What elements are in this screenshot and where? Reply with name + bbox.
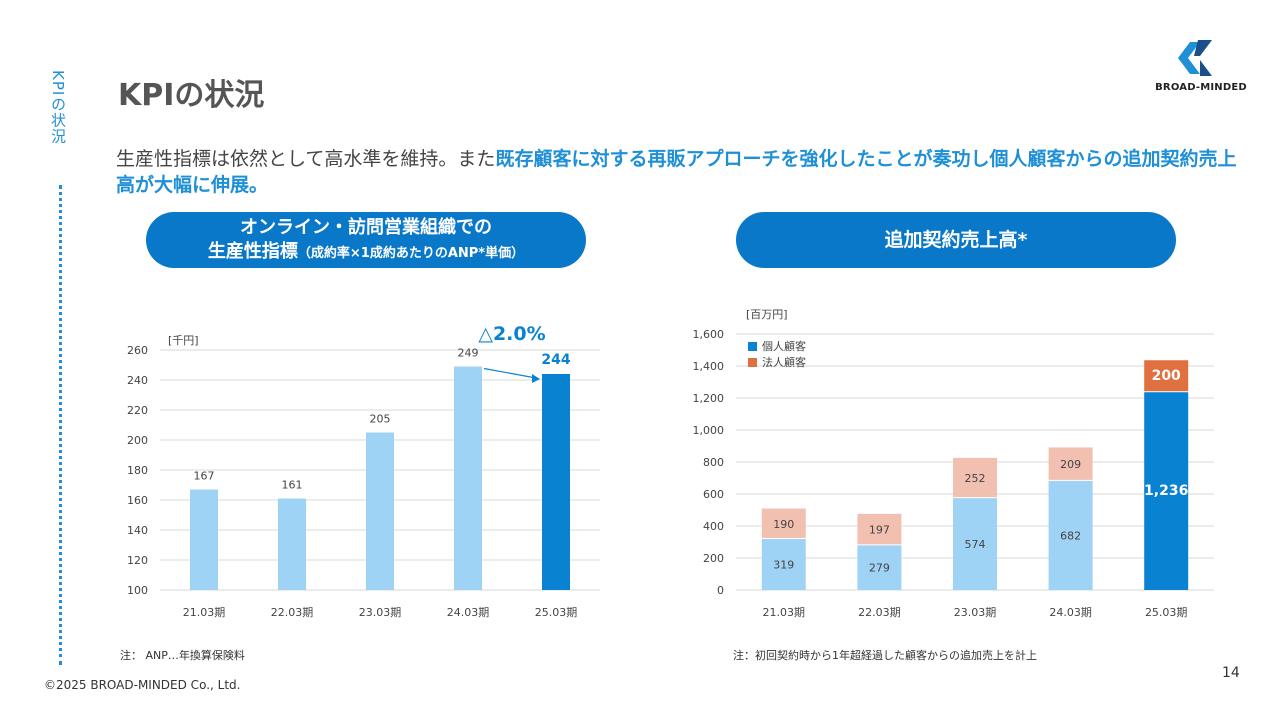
- lead-highlight: 既存顧客に対する再販アプローチを強化したことが奏功し個人顧客からの追加契約売上高…: [116, 148, 1237, 196]
- y-tick-label: 180: [127, 464, 148, 477]
- productivity-bar-chart: 100 120 140 160 180 200 220 240 260 [千円] 167 21.03期…: [127, 323, 600, 619]
- page-number: 14: [1222, 665, 1240, 681]
- x-tick-label: 24.03期: [447, 606, 490, 619]
- y-tick-label: 400: [703, 520, 724, 533]
- y-tick-label: 260: [127, 344, 148, 357]
- copyright: ©2025 BROAD-MINDED Co., Ltd.: [44, 678, 241, 692]
- lead-plain: 生産性指標は依然として高水準を維持。また: [116, 148, 496, 170]
- bar: [278, 498, 306, 590]
- productivity-header-pill: オンライン・訪問営業組織での 生産性指標（成約率×1成約あたりのANP*単価）: [146, 212, 586, 268]
- y-tick-label: 140: [127, 524, 148, 537]
- bar-value-label: 190: [773, 518, 794, 531]
- productivity-header-main: 生産性指標: [207, 241, 298, 262]
- x-tick-label: 21.03期: [183, 606, 226, 619]
- bar-value-label: 682: [1060, 529, 1081, 542]
- y-tick-label: 100: [127, 584, 148, 597]
- bar-corporate: [953, 457, 997, 498]
- bar-value-label: 252: [965, 472, 986, 485]
- legend-swatch: [748, 358, 757, 367]
- y-tick-label: 1,200: [693, 392, 725, 405]
- page-title: KPIの状況: [118, 78, 265, 113]
- logo-text: BROAD-MINDED: [1155, 82, 1247, 93]
- bar: [542, 374, 570, 590]
- bar-value-label: 249: [458, 347, 479, 360]
- productivity-header-line2: 生産性指標（成約率×1成約あたりのANP*単価）: [146, 240, 586, 266]
- bar-value-label: 205: [370, 413, 391, 426]
- bar-individual: [953, 498, 997, 590]
- y-unit-label: [百万円]: [746, 308, 788, 321]
- productivity-header-sub: （成約率×1成約あたりのANP*単価）: [297, 246, 525, 261]
- change-annotation: △2.0%: [478, 323, 545, 345]
- bar-value-label: 1,236: [1144, 483, 1188, 499]
- bar-value-label: 200: [1152, 368, 1181, 384]
- bar-value-label: 574: [965, 538, 986, 551]
- x-tick-label: 25.03期: [1145, 606, 1188, 619]
- y-tick-label: 120: [127, 554, 148, 567]
- bar-value-label: 319: [773, 558, 794, 571]
- bar-value-label: 279: [869, 562, 890, 575]
- y-tick-label: 1,400: [693, 360, 725, 373]
- x-tick-label: 21.03期: [763, 606, 806, 619]
- note-left: 注： ANP…年換算保険料: [120, 649, 245, 662]
- productivity-header-line1: オンライン・訪問営業組織での: [240, 217, 492, 238]
- additional-sales-header-pill: 追加契約売上高*: [736, 212, 1176, 268]
- bar-individual: [761, 538, 806, 590]
- y-tick-label: 600: [703, 488, 724, 501]
- y-unit-label: [千円]: [168, 334, 199, 347]
- additional-sales-stacked-chart: 0 200 400 600 800 1,000 1,200 1,400 1,600 [百万円] 個人…: [693, 308, 1214, 619]
- legend-label: 法人顧客: [762, 355, 806, 369]
- x-tick-label: 24.03期: [1049, 606, 1092, 619]
- lead-text: 生産性指標は依然として高水準を維持。また既存顧客に対する再販アプローチを強化した…: [116, 146, 1246, 198]
- change-arrow-head: [532, 374, 540, 383]
- legend-label: 個人顧客: [762, 339, 806, 353]
- broad-minded-logo-icon: [1178, 40, 1212, 76]
- bar-individual: [1144, 392, 1189, 590]
- bar-corporate: [761, 508, 806, 538]
- bar-value-label: 197: [869, 524, 890, 537]
- bar-corporate: [1048, 447, 1093, 480]
- bar-individual: [1048, 480, 1093, 590]
- y-tick-label: 200: [127, 434, 148, 447]
- x-tick-label: 25.03期: [535, 606, 578, 619]
- y-tick-label: 1,600: [693, 328, 725, 341]
- bar-corporate: [1144, 360, 1189, 392]
- y-tick-label: 200: [703, 552, 724, 565]
- x-tick-label: 23.03期: [359, 606, 402, 619]
- bar-value-label: 167: [194, 470, 215, 483]
- note-right: 注：初回契約時から1年超経過した顧客からの追加売上を計上: [733, 649, 1037, 662]
- y-tick-label: 220: [127, 404, 148, 417]
- y-tick-label: 800: [703, 456, 724, 469]
- bar-value-label: 161: [282, 479, 303, 492]
- section-side-label: KPIの状況: [49, 70, 67, 145]
- y-tick-label: 160: [127, 494, 148, 507]
- y-tick-label: 1,000: [693, 424, 725, 437]
- x-tick-label: 23.03期: [954, 606, 997, 619]
- bar: [190, 489, 218, 590]
- bar-individual: [857, 545, 902, 590]
- bar-value-label: 209: [1060, 458, 1081, 471]
- y-tick-label: 240: [127, 374, 148, 387]
- bar-value-label: 244: [541, 352, 570, 368]
- bar-corporate: [857, 513, 902, 545]
- y-tick-label: 0: [717, 584, 724, 597]
- x-tick-label: 22.03期: [858, 606, 901, 619]
- bar: [366, 432, 394, 590]
- bar: [454, 366, 482, 590]
- x-tick-label: 22.03期: [271, 606, 314, 619]
- side-dotted-line: [59, 185, 62, 665]
- change-arrow: [483, 367, 537, 379]
- legend-swatch: [748, 342, 757, 351]
